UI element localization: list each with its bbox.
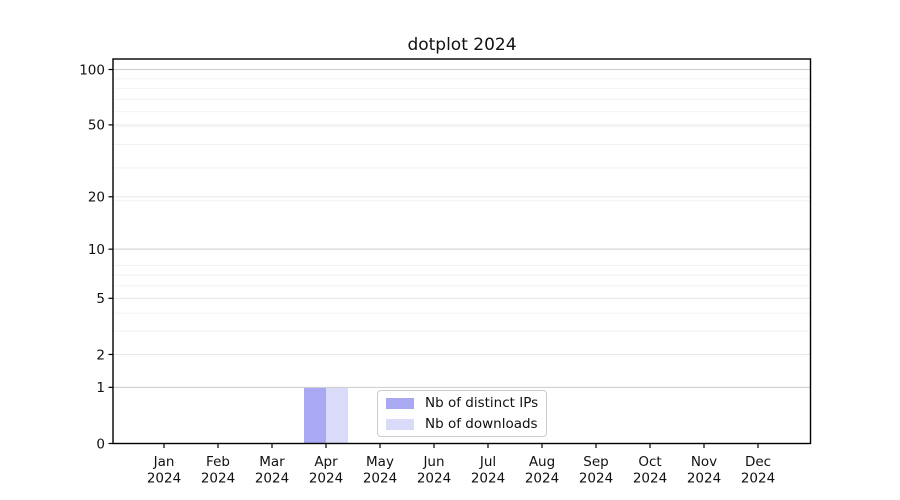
x-tick-label-year: 2024 — [687, 471, 721, 487]
x-tick-label-year: 2024 — [525, 471, 559, 487]
plot-border — [112, 58, 812, 445]
x-tick-label-month: Nov — [691, 454, 717, 470]
bar-downloads-apr — [326, 387, 348, 444]
legend-swatch-downloads-icon — [386, 418, 414, 430]
x-tick-label-month: Jun — [422, 454, 444, 470]
x-tick-label-year: 2024 — [471, 471, 505, 487]
x-tick-label-year: 2024 — [201, 471, 235, 487]
legend-item-distinct-ips: Nb of distinct IPs — [386, 395, 538, 411]
x-tick-label-year: 2024 — [633, 471, 667, 487]
x-tick-label-year: 2024 — [741, 471, 775, 487]
bar-distinct-ips-apr — [304, 387, 326, 444]
x-tick-label-month: Feb — [206, 454, 230, 470]
x-tick-label-month: Oct — [638, 454, 661, 470]
legend-label-distinct-ips: Nb of distinct IPs — [425, 395, 539, 411]
chart-title: dotplot 2024 — [407, 35, 517, 55]
y-tick-label: 20 — [88, 190, 105, 206]
y-tick-label: 1 — [96, 380, 105, 396]
y-tick-label: 50 — [88, 118, 105, 134]
y-tick-label: 0 — [96, 436, 105, 452]
x-tick-label-year: 2024 — [417, 471, 451, 487]
x-tick-label-month: Sep — [583, 454, 608, 470]
x-tick-label-year: 2024 — [363, 471, 397, 487]
x-tick-label-month: Aug — [529, 454, 555, 470]
y-tick-label: 10 — [88, 242, 105, 258]
x-tick-label-month: Jul — [479, 454, 496, 470]
x-tick-label-year: 2024 — [147, 471, 181, 487]
x-tick-label-year: 2024 — [255, 471, 289, 487]
x-tick-label-month: Apr — [314, 454, 338, 470]
y-tick-label: 5 — [96, 291, 105, 307]
legend: Nb of distinct IPs Nb of downloads — [377, 390, 547, 437]
legend-label-downloads: Nb of downloads — [425, 416, 538, 432]
x-tick-label-month: Mar — [259, 454, 285, 470]
y-tick-label: 2 — [96, 347, 105, 363]
legend-item-downloads: Nb of downloads — [386, 416, 538, 432]
x-tick-label-year: 2024 — [579, 471, 613, 487]
y-tick-label: 100 — [79, 62, 105, 78]
x-tick-label-month: Dec — [745, 454, 771, 470]
x-tick-label-month: Jan — [153, 454, 175, 470]
x-tick-label-month: May — [366, 454, 394, 470]
x-tick-label-year: 2024 — [309, 471, 343, 487]
legend-swatch-distinct-ips-icon — [386, 397, 414, 409]
